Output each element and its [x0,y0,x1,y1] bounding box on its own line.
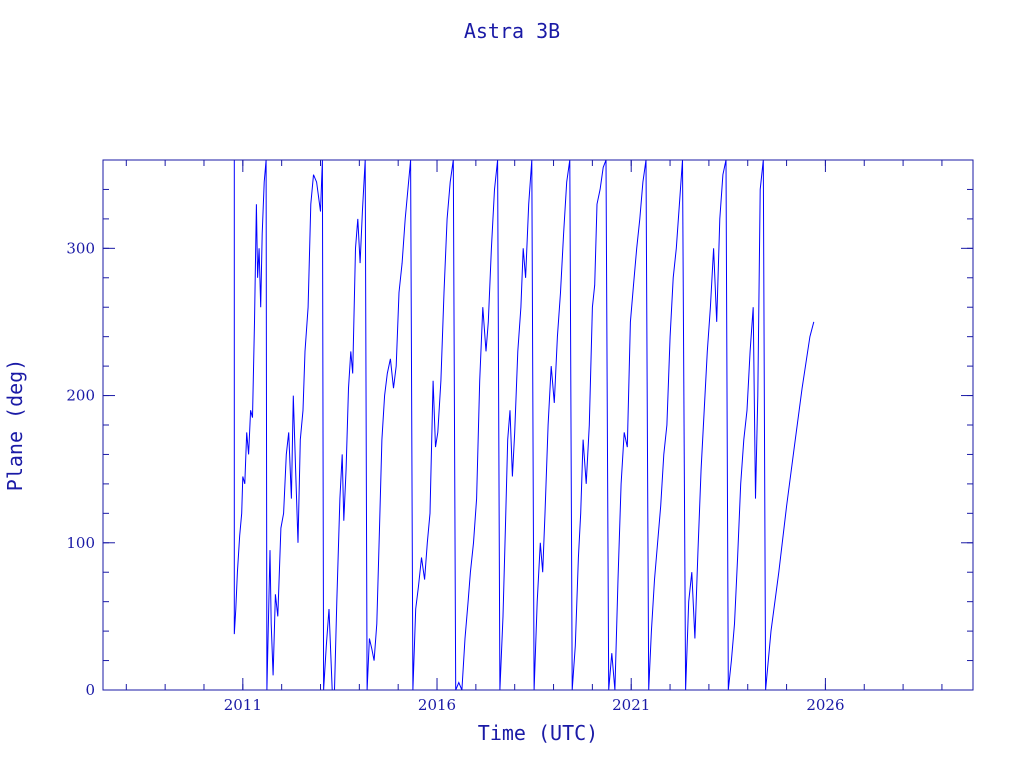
x-tick-label: 2011 [224,696,262,714]
series-line-0 [233,159,815,691]
y-axis-label: Plane (deg) [3,359,27,491]
y-tick-label: 200 [66,387,95,405]
x-tick-label: 2026 [806,696,844,714]
x-tick-label: 2021 [612,696,650,714]
axis-ticks: 2011 2016 2021 2026 0 100 200 300 [66,159,973,714]
y-tick-label: 300 [66,239,95,257]
y-tick-label: 100 [66,534,95,552]
y-tick-label: 0 [85,681,95,699]
x-axis-label: Time (UTC) [478,721,598,745]
plot-frame [102,159,974,691]
x-tick-label: 2016 [418,696,456,714]
plot-area [233,159,815,691]
chart-title: Astra 3B [464,19,560,43]
